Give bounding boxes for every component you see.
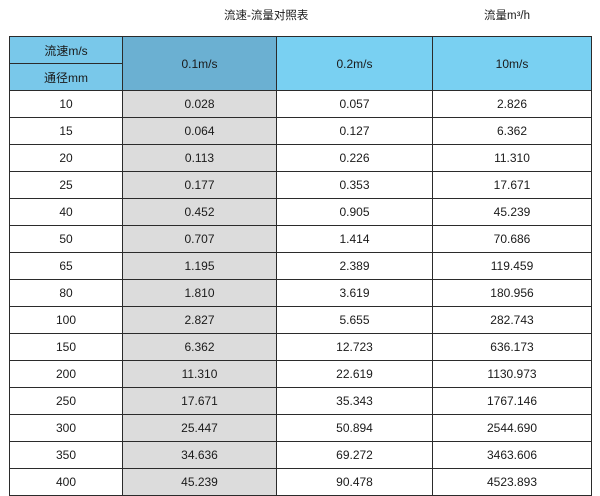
cell-flow-rate: 2.389 xyxy=(276,252,433,280)
table-row: 150 6.362 12.723 636.173 xyxy=(9,333,592,361)
table-row: 300 25.447 50.894 2544.690 xyxy=(9,414,592,442)
corner-header-diameter: 通径mm xyxy=(9,63,123,91)
cell-nominal-diameter: 150 xyxy=(9,333,123,361)
flow-table-container: 流速m/s 0.1m/s 0.2m/s 10m/s 通径mm 10 0.028 0.… xyxy=(9,36,592,496)
table-row: 15 0.064 0.127 6.362 xyxy=(9,117,592,145)
cell-nominal-diameter: 50 xyxy=(9,225,123,253)
cell-flow-rate: 0.127 xyxy=(276,117,433,145)
table-row: 400 45.239 90.478 4523.893 xyxy=(9,468,592,496)
cell-flow-rate: 17.671 xyxy=(122,387,277,415)
table-row: 250 17.671 35.343 1767.146 xyxy=(9,387,592,415)
flow-velocity-comparison-page: 流速-流量对照表 流量m³/h 流速m/s 0.1m/s 0.2m/s 10m/… xyxy=(0,6,600,496)
cell-nominal-diameter: 25 xyxy=(9,171,123,199)
cell-flow-rate: 34.636 xyxy=(122,441,277,469)
table-body: 10 0.028 0.057 2.826 15 0.064 0.127 6.362 20 0.11… xyxy=(9,90,592,496)
cell-flow-rate: 3463.606 xyxy=(432,441,592,469)
cell-flow-rate: 3.619 xyxy=(276,279,433,307)
cell-flow-rate: 5.655 xyxy=(276,306,433,334)
cell-flow-rate: 0.707 xyxy=(122,225,277,253)
cell-flow-rate: 4523.893 xyxy=(432,468,592,496)
cell-nominal-diameter: 250 xyxy=(9,387,123,415)
cell-flow-rate: 1130.973 xyxy=(432,360,592,388)
cell-flow-rate: 119.459 xyxy=(432,252,592,280)
cell-flow-rate: 22.619 xyxy=(276,360,433,388)
cell-flow-rate: 6.362 xyxy=(432,117,592,145)
cell-flow-rate: 0.064 xyxy=(122,117,277,145)
cell-flow-rate: 45.239 xyxy=(122,468,277,496)
cell-flow-rate: 1.810 xyxy=(122,279,277,307)
cell-nominal-diameter: 400 xyxy=(9,468,123,496)
table-row: 80 1.810 3.619 180.956 xyxy=(9,279,592,307)
table-header: 流速m/s 0.1m/s 0.2m/s 10m/s 通径mm xyxy=(9,36,592,91)
caption-row: 流速-流量对照表 流量m³/h xyxy=(0,6,600,28)
cell-nominal-diameter: 350 xyxy=(9,441,123,469)
table-row: 50 0.707 1.414 70.686 xyxy=(9,225,592,253)
cell-flow-rate: 2.827 xyxy=(122,306,277,334)
cell-nominal-diameter: 10 xyxy=(9,90,123,118)
table-row: 350 34.636 69.272 3463.606 xyxy=(9,441,592,469)
column-header-velocity-1: 0.2m/s xyxy=(276,36,433,91)
column-header-velocity-2: 10m/s xyxy=(432,36,592,91)
cell-flow-rate: 1.195 xyxy=(122,252,277,280)
flow-rate-unit-label: 流量m³/h xyxy=(484,10,530,22)
cell-flow-rate: 35.343 xyxy=(276,387,433,415)
cell-flow-rate: 25.447 xyxy=(122,414,277,442)
cell-nominal-diameter: 300 xyxy=(9,414,123,442)
cell-flow-rate: 0.028 xyxy=(122,90,277,118)
flow-velocity-table: 流速m/s 0.1m/s 0.2m/s 10m/s 通径mm 10 0.028 0.… xyxy=(9,36,592,496)
cell-flow-rate: 1.414 xyxy=(276,225,433,253)
cell-flow-rate: 180.956 xyxy=(432,279,592,307)
cell-nominal-diameter: 20 xyxy=(9,144,123,172)
cell-nominal-diameter: 65 xyxy=(9,252,123,280)
cell-flow-rate: 0.113 xyxy=(122,144,277,172)
table-row: 40 0.452 0.905 45.239 xyxy=(9,198,592,226)
cell-flow-rate: 12.723 xyxy=(276,333,433,361)
cell-nominal-diameter: 40 xyxy=(9,198,123,226)
cell-flow-rate: 50.894 xyxy=(276,414,433,442)
table-header-row-2: 通径mm xyxy=(9,63,592,91)
cell-flow-rate: 45.239 xyxy=(432,198,592,226)
table-row: 20 0.113 0.226 11.310 xyxy=(9,144,592,172)
table-row: 200 11.310 22.619 1130.973 xyxy=(9,360,592,388)
cell-flow-rate: 11.310 xyxy=(122,360,277,388)
cell-flow-rate: 0.177 xyxy=(122,171,277,199)
cell-nominal-diameter: 80 xyxy=(9,279,123,307)
table-row: 25 0.177 0.353 17.671 xyxy=(9,171,592,199)
cell-flow-rate: 0.905 xyxy=(276,198,433,226)
table-header-row-1: 流速m/s 0.1m/s 0.2m/s 10m/s xyxy=(9,36,592,91)
cell-flow-rate: 282.743 xyxy=(432,306,592,334)
cell-flow-rate: 0.057 xyxy=(276,90,433,118)
cell-flow-rate: 69.272 xyxy=(276,441,433,469)
page-title: 流速-流量对照表 xyxy=(224,10,309,22)
cell-flow-rate: 70.686 xyxy=(432,225,592,253)
cell-flow-rate: 90.478 xyxy=(276,468,433,496)
cell-flow-rate: 2544.690 xyxy=(432,414,592,442)
cell-flow-rate: 0.353 xyxy=(276,171,433,199)
cell-flow-rate: 6.362 xyxy=(122,333,277,361)
cell-nominal-diameter: 200 xyxy=(9,360,123,388)
table-row: 65 1.195 2.389 119.459 xyxy=(9,252,592,280)
column-header-velocity-0: 0.1m/s xyxy=(122,36,277,91)
cell-flow-rate: 636.173 xyxy=(432,333,592,361)
cell-flow-rate: 1767.146 xyxy=(432,387,592,415)
cell-flow-rate: 17.671 xyxy=(432,171,592,199)
cell-flow-rate: 11.310 xyxy=(432,144,592,172)
cell-flow-rate: 2.826 xyxy=(432,90,592,118)
cell-flow-rate: 0.452 xyxy=(122,198,277,226)
table-row: 10 0.028 0.057 2.826 xyxy=(9,90,592,118)
cell-nominal-diameter: 15 xyxy=(9,117,123,145)
cell-nominal-diameter: 100 xyxy=(9,306,123,334)
table-row: 100 2.827 5.655 282.743 xyxy=(9,306,592,334)
cell-flow-rate: 0.226 xyxy=(276,144,433,172)
corner-header-velocity: 流速m/s xyxy=(9,36,123,64)
